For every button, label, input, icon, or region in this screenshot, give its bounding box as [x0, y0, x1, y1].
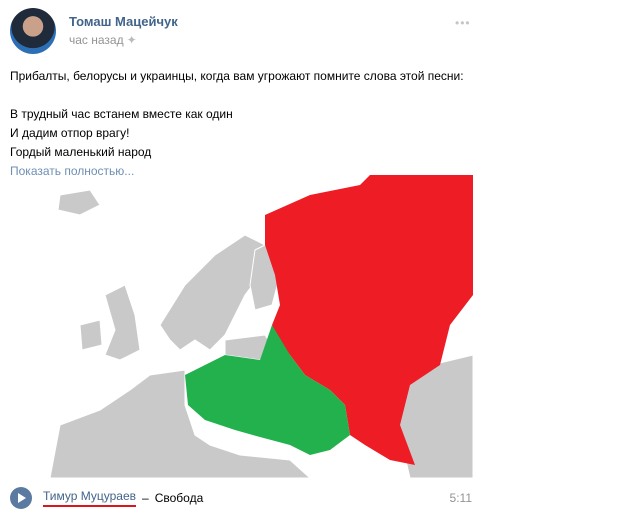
- russia-region: [265, 175, 473, 465]
- scandinavia: [159, 234, 266, 351]
- alliance-region: [185, 325, 350, 455]
- map-image[interactable]: [10, 175, 473, 478]
- iceland: [57, 189, 101, 216]
- ireland: [79, 319, 103, 351]
- play-icon[interactable]: [10, 487, 32, 509]
- post-line: В трудный час встанем вместе как один: [10, 107, 233, 121]
- audio-dash: –: [142, 491, 149, 505]
- post-line: Прибалты, белорусы и украинцы, когда вам…: [10, 69, 464, 83]
- post-time-text: час назад: [69, 33, 124, 47]
- author-name[interactable]: Томаш Мацейчук: [69, 14, 178, 29]
- post-time[interactable]: час назад ✦: [69, 33, 137, 47]
- audio-title[interactable]: Свобода: [154, 491, 204, 505]
- avatar[interactable]: [10, 8, 56, 54]
- android-icon: ✦: [126, 33, 137, 47]
- audio-artist[interactable]: Тимур Муцураев: [43, 489, 137, 507]
- audio-track: Тимур Муцураев – Свобода 5:11: [10, 485, 472, 511]
- britain: [104, 284, 141, 361]
- post-line: [10, 86, 570, 105]
- ellipsis-icon[interactable]: •••: [455, 16, 471, 30]
- audio-duration: 5:11: [449, 491, 472, 505]
- post-line: Гордый маленький народ: [10, 145, 152, 159]
- post-line: И дадим отпор врагу!: [10, 126, 130, 140]
- post-text: Прибалты, белорусы и украинцы, когда вам…: [10, 67, 570, 181]
- western-europe: [49, 369, 311, 478]
- show-more-link[interactable]: Показать полностью...: [10, 164, 135, 178]
